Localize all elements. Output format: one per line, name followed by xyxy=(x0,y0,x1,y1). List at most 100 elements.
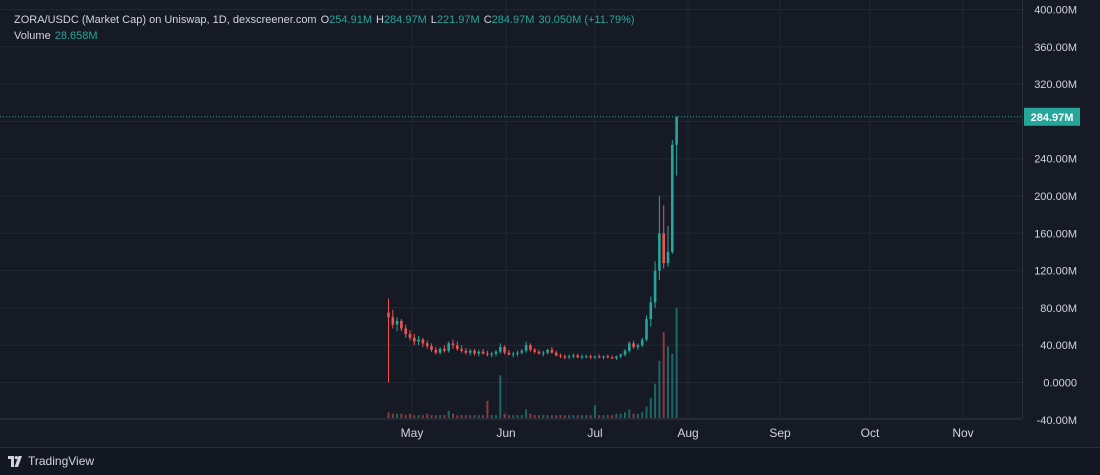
candle-body xyxy=(533,349,536,352)
candle-body xyxy=(443,348,446,351)
candle-body xyxy=(503,347,506,353)
volume-bars xyxy=(387,308,678,418)
candle-body xyxy=(451,343,455,346)
volume-bar xyxy=(632,413,635,418)
volume-bar xyxy=(641,412,644,418)
candle-body xyxy=(554,352,558,356)
volume-bar xyxy=(649,398,652,418)
volume-bar xyxy=(662,332,665,418)
tradingview-logo-icon xyxy=(8,455,22,467)
candle-body xyxy=(529,345,532,350)
volume-bar xyxy=(464,415,467,418)
ohlc-low: L221.97M xyxy=(430,14,480,26)
volume-bar xyxy=(589,415,592,418)
candle-body xyxy=(610,357,614,359)
candle-body xyxy=(563,356,567,358)
volume-bar xyxy=(409,413,411,418)
candle-body xyxy=(499,347,502,352)
volume-bar xyxy=(396,413,399,418)
candle-body xyxy=(559,355,562,357)
x-tick-label: Jul xyxy=(587,426,602,440)
candle-body xyxy=(447,343,450,351)
candle-body xyxy=(649,302,653,320)
volume-bar xyxy=(667,346,669,418)
volume-bar xyxy=(598,415,601,418)
candle-body xyxy=(494,351,498,354)
volume-bar xyxy=(426,413,429,418)
candle-body xyxy=(572,355,575,357)
y-tick-label: 40.00M xyxy=(1040,340,1077,352)
candle-body xyxy=(619,354,622,357)
x-tick-label: May xyxy=(401,426,424,440)
price-axis[interactable]: 400.00M360.00M320.00M280.00M240.00M200.0… xyxy=(1022,0,1078,427)
candle-body xyxy=(589,356,592,358)
volume-bar xyxy=(391,413,394,418)
volume-bar xyxy=(563,415,566,418)
volume-bar xyxy=(503,413,506,418)
volume-bar xyxy=(507,415,510,418)
volume-bar xyxy=(615,413,618,418)
chart-legend: ZORA/USDC (Market Cap) on Uniswap, 1D, d… xyxy=(14,12,635,44)
volume-bar xyxy=(675,308,678,418)
volume-bar xyxy=(538,415,540,418)
y-tick-label: 0.0000 xyxy=(1043,378,1077,390)
volume-bar xyxy=(658,360,661,418)
candle-body xyxy=(387,312,390,318)
volume-bar xyxy=(499,375,502,418)
volume-bar xyxy=(417,415,420,418)
volume-bar xyxy=(542,415,545,418)
candle-body xyxy=(520,350,524,353)
volume-bar xyxy=(512,415,515,418)
volume-bar xyxy=(495,415,497,418)
volume-bar xyxy=(606,415,609,418)
volume-bar xyxy=(456,415,459,418)
candle-body xyxy=(464,350,468,353)
candle-body xyxy=(671,144,674,252)
volume-bar xyxy=(473,415,476,418)
time-axis[interactable]: May Jun Jul Aug Sep Oct Nov xyxy=(0,418,1022,441)
volume-bar xyxy=(486,400,489,418)
volume-bar xyxy=(546,415,549,418)
volume-bar xyxy=(477,415,480,418)
candle-body xyxy=(425,343,429,347)
volume-bar xyxy=(430,415,433,418)
volume-bar xyxy=(654,383,657,418)
candle-body xyxy=(602,356,605,358)
candle-body xyxy=(636,345,640,348)
last-price-tag: 284.97M xyxy=(1024,107,1080,126)
candle-body xyxy=(391,317,395,325)
volume-bar xyxy=(400,413,403,418)
volume-bar xyxy=(525,409,528,418)
candle-body xyxy=(404,328,407,335)
tradingview-brand[interactable]: TradingView xyxy=(8,454,94,468)
candle-body xyxy=(511,353,515,355)
price-chart[interactable]: 400.00M360.00M320.00M280.00M240.00M200.0… xyxy=(0,0,1100,447)
candle-body xyxy=(477,351,481,354)
symbol-title: ZORA/USDC (Market Cap) on Uniswap, 1D, d… xyxy=(14,14,317,26)
candle-body xyxy=(640,339,644,346)
candle-body xyxy=(632,343,635,348)
candle-body xyxy=(675,116,678,145)
candle-body xyxy=(623,350,627,355)
volume-bar xyxy=(671,353,674,418)
volume-bar xyxy=(447,410,450,418)
volume-bar xyxy=(413,415,416,418)
candle-body xyxy=(593,356,597,358)
volume-bar xyxy=(593,405,596,418)
volume-bar xyxy=(439,415,442,418)
candle-body xyxy=(486,353,489,355)
y-tick-label: 80.00M xyxy=(1040,303,1077,315)
volume-bar xyxy=(619,413,622,418)
volume-bar xyxy=(559,415,562,418)
volume-bar xyxy=(572,415,575,418)
volume-bar xyxy=(529,413,532,418)
candle-body xyxy=(507,352,511,355)
candle-body xyxy=(481,351,485,354)
volume-bar xyxy=(516,415,519,418)
volume-bar xyxy=(460,415,463,418)
y-tick-label: 200.00M xyxy=(1034,191,1077,203)
candle-body xyxy=(524,345,528,351)
candle-body xyxy=(567,356,571,358)
ohlc-close: C284.97M xyxy=(483,14,535,26)
volume-bar xyxy=(469,415,472,418)
